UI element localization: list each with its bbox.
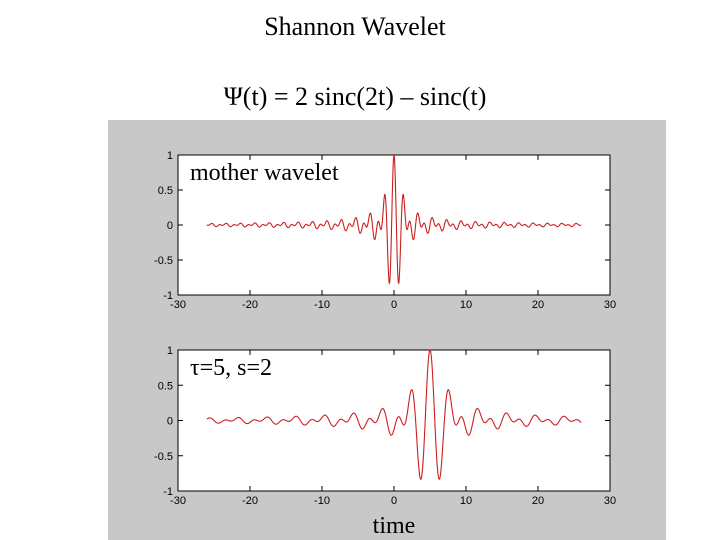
y-tick-label: -1 <box>163 290 173 302</box>
x-tick-label: 0 <box>391 495 397 507</box>
x-tick-label: -10 <box>314 299 330 311</box>
annotation-label: τ=5, s=2 <box>190 355 272 381</box>
x-tick-label: -20 <box>242 495 258 507</box>
y-tick-label: 0 <box>167 416 173 428</box>
x-tick-label: 10 <box>460 299 472 311</box>
annotation-label: mother wavelet <box>190 160 339 186</box>
x-tick-label: 20 <box>532 495 544 507</box>
y-tick-label: 1 <box>167 150 173 162</box>
formula-text: Ψ(t) = 2 sinc(2t) – sinc(t) <box>223 82 487 111</box>
y-tick-label: 0.5 <box>158 185 173 197</box>
x-tick-label: 20 <box>532 299 544 311</box>
x-tick-label: -10 <box>314 495 330 507</box>
figure-panel: -30 -20 -10 0 10 20 30 1 0.5 0 -0.5 -1 mother wavele… <box>108 120 666 540</box>
y-tick-label: -1 <box>163 486 173 498</box>
x-tick-label: -20 <box>242 299 258 311</box>
y-tick-label: 1 <box>167 345 173 357</box>
x-tick-label: 0 <box>391 299 397 311</box>
x-axis-label: time <box>373 513 416 539</box>
subplot-2: -30 -20 -10 0 10 20 30 1 0.5 0 -0.5 -1 τ=5, s=2 time <box>154 345 616 539</box>
y-tick-label: 0 <box>167 220 173 232</box>
y-tick-label: 0.5 <box>158 380 173 392</box>
x-tick-label: 10 <box>460 495 472 507</box>
x-tick-label: 30 <box>604 299 616 311</box>
series-line <box>206 153 582 285</box>
axes-box <box>177 349 611 492</box>
subplot-1: -30 -20 -10 0 10 20 30 1 0.5 0 -0.5 -1 mother wavele… <box>154 150 616 311</box>
x-tick-label: 30 <box>604 495 616 507</box>
y-tick-label: -0.5 <box>154 255 173 267</box>
page-title: Shannon Wavelet <box>264 12 446 41</box>
x-tick-label: -30 <box>170 299 186 311</box>
y-tick-label: -0.5 <box>154 451 173 463</box>
series-line <box>206 349 582 480</box>
x-tick-label: -30 <box>170 495 186 507</box>
